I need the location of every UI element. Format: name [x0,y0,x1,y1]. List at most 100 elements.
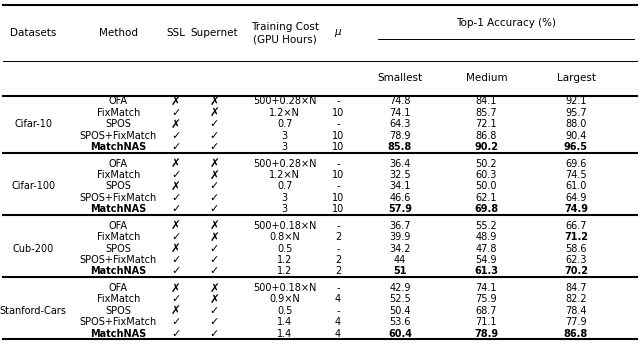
Text: ✓: ✓ [172,193,180,203]
Text: 1.2×N: 1.2×N [269,170,300,180]
Text: 4: 4 [335,329,341,339]
Text: 53.6: 53.6 [389,317,411,327]
Text: ✗: ✗ [209,282,220,294]
Text: Top-1 Accuracy (%): Top-1 Accuracy (%) [456,18,556,28]
Text: 58.6: 58.6 [565,244,587,254]
Text: 86.8: 86.8 [564,329,588,339]
Text: 55.2: 55.2 [476,221,497,231]
Text: -: - [336,244,340,254]
Text: 74.5: 74.5 [565,170,587,180]
Text: ✓: ✓ [172,267,180,276]
Text: 86.8: 86.8 [476,130,497,141]
Text: Smallest: Smallest [378,73,422,83]
Text: 32.5: 32.5 [389,170,411,180]
Text: -: - [336,283,340,293]
Text: Cifar-100: Cifar-100 [12,181,55,191]
Text: ✓: ✓ [172,108,180,118]
Text: Datasets: Datasets [10,28,56,38]
Text: ✗: ✗ [209,157,220,170]
Text: 96.5: 96.5 [564,142,588,152]
Text: Medium: Medium [465,73,508,83]
Text: 82.2: 82.2 [565,294,587,304]
Text: 500+0.18×N: 500+0.18×N [253,283,317,293]
Text: ✗: ✗ [209,95,220,108]
Text: ✓: ✓ [210,329,219,339]
Text: ✗: ✗ [209,219,220,232]
Text: 64.3: 64.3 [389,119,411,129]
Text: ✓: ✓ [210,181,219,191]
Text: ✗: ✗ [209,106,220,119]
Text: MatchNAS: MatchNAS [90,267,147,276]
Text: FixMatch: FixMatch [97,294,140,304]
Text: 50.0: 50.0 [476,181,497,191]
Text: ✗: ✗ [171,304,181,317]
Text: 1.2×N: 1.2×N [269,108,300,118]
Text: ✓: ✓ [172,317,180,327]
Text: ✓: ✓ [210,204,219,214]
Text: 3: 3 [282,193,288,203]
Text: 90.2: 90.2 [474,142,499,152]
Text: ✗: ✗ [171,282,181,294]
Text: 50.2: 50.2 [476,159,497,168]
Text: 10: 10 [332,193,344,203]
Text: Method: Method [99,28,138,38]
Text: 10: 10 [332,108,344,118]
Text: SPOS+FixMatch: SPOS+FixMatch [80,130,157,141]
Text: 84.7: 84.7 [565,283,587,293]
Text: OFA: OFA [109,96,128,106]
Text: -: - [336,221,340,231]
Text: Stanford-Cars: Stanford-Cars [0,306,67,316]
Text: ✓: ✓ [172,255,180,265]
Text: 52.5: 52.5 [389,294,411,304]
Text: -: - [336,306,340,316]
Text: 78.4: 78.4 [565,306,587,316]
Text: 44: 44 [394,255,406,265]
Text: 10: 10 [332,204,344,214]
Text: ✓: ✓ [172,130,180,141]
Text: 1.2: 1.2 [277,267,292,276]
Text: FixMatch: FixMatch [97,170,140,180]
Text: 64.9: 64.9 [565,193,587,203]
Text: 3: 3 [282,130,288,141]
Text: 1.4: 1.4 [277,317,292,327]
Text: 71.2: 71.2 [564,232,588,242]
Text: 3: 3 [282,204,288,214]
Text: 60.3: 60.3 [476,170,497,180]
Text: 74.8: 74.8 [389,96,411,106]
Text: 84.1: 84.1 [476,96,497,106]
Text: 78.9: 78.9 [474,329,499,339]
Text: 74.1: 74.1 [389,108,411,118]
Text: 85.8: 85.8 [388,142,412,152]
Text: 61.3: 61.3 [474,267,499,276]
Text: 500+0.28×N: 500+0.28×N [253,159,317,168]
Text: 60.4: 60.4 [388,329,412,339]
Text: ✓: ✓ [210,193,219,203]
Text: Training Cost
(GPU Hours): Training Cost (GPU Hours) [251,22,319,44]
Text: ✓: ✓ [172,232,180,242]
Text: FixMatch: FixMatch [97,108,140,118]
Text: SSL: SSL [166,28,186,38]
Text: ✓: ✓ [172,170,180,180]
Text: SPOS+FixMatch: SPOS+FixMatch [80,255,157,265]
Text: 74.1: 74.1 [476,283,497,293]
Text: ✗: ✗ [171,118,181,131]
Text: SPOS: SPOS [106,181,131,191]
Text: OFA: OFA [109,159,128,168]
Text: OFA: OFA [109,221,128,231]
Text: $\mu$: $\mu$ [334,27,342,39]
Text: 50.4: 50.4 [389,306,411,316]
Text: Cifar-10: Cifar-10 [14,119,52,129]
Text: ✗: ✗ [171,157,181,170]
Text: SPOS: SPOS [106,244,131,254]
Text: 36.4: 36.4 [389,159,411,168]
Text: 61.0: 61.0 [565,181,587,191]
Text: 75.9: 75.9 [476,294,497,304]
Text: ✗: ✗ [171,242,181,255]
Text: ✓: ✓ [210,244,219,254]
Text: 95.7: 95.7 [565,108,587,118]
Text: 0.8×N: 0.8×N [269,232,300,242]
Text: 51: 51 [393,267,407,276]
Text: 0.9×N: 0.9×N [269,294,300,304]
Text: -: - [336,181,340,191]
Text: SPOS: SPOS [106,119,131,129]
